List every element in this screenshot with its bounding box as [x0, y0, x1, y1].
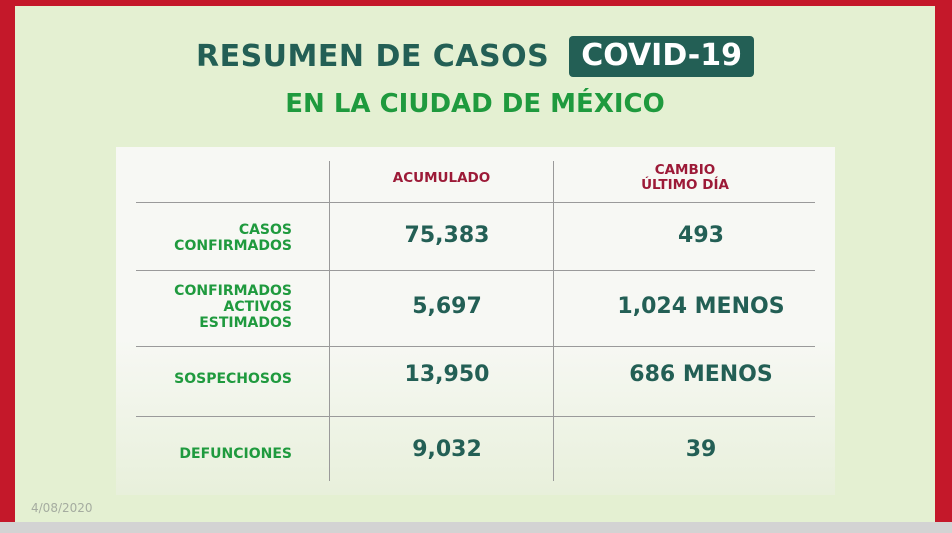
cell-cambio: 39	[685, 437, 717, 462]
column-header-line: ACUMULADO	[392, 170, 491, 186]
row-divider	[136, 270, 815, 271]
row-label-line: DEFUNCIONES	[179, 446, 292, 462]
covid-badge: COVID-19	[569, 36, 754, 77]
row-label-sospechosos: SOSPECHOSOS	[174, 371, 292, 387]
column-divider	[329, 161, 330, 481]
cell-acumulado: 13,950	[404, 362, 490, 387]
title-row: RESUMEN DE CASOS COVID-19	[15, 36, 935, 77]
row-label-line: ESTIMADOS	[199, 315, 292, 331]
row-divider	[136, 416, 815, 417]
cell-cambio: 686 MENOS	[629, 362, 773, 387]
cell-cambio: 493	[678, 223, 724, 248]
cell-acumulado: 5,697	[412, 294, 482, 319]
cell-acumulado: 9,032	[412, 437, 482, 462]
slide-panel: RESUMEN DE CASOS COVID-19 EN LA CIUDAD D…	[15, 6, 935, 522]
row-label-line: CONFIRMADOS	[174, 238, 292, 254]
row-divider	[136, 202, 815, 203]
page-title: RESUMEN DE CASOS	[195, 39, 550, 74]
row-divider	[136, 346, 815, 347]
cell-acumulado: 75,383	[404, 223, 490, 248]
row-label-casos-confirmados: CASOS CONFIRMADOS	[174, 222, 292, 254]
page-subtitle: EN LA CIUDAD DE MÉXICO	[285, 89, 665, 119]
column-divider	[553, 161, 554, 481]
column-header-line: ÚLTIMO DÍA	[641, 177, 729, 193]
date-stamp: 4/08/2020	[31, 501, 93, 515]
cell-cambio: 1,024 MENOS	[617, 294, 785, 319]
cases-table: ACUMULADO CAMBIO ÚLTIMO DÍA CASOS CONFIR…	[116, 147, 835, 495]
row-label-confirmados-activos: CONFIRMADOS ACTIVOS ESTIMADOS	[174, 283, 292, 331]
row-label-defunciones: DEFUNCIONES	[179, 446, 292, 462]
row-label-line: CONFIRMADOS	[174, 283, 292, 299]
column-header-acumulado: ACUMULADO	[330, 171, 553, 186]
bottom-strip	[0, 522, 952, 533]
row-label-line: ACTIVOS	[223, 299, 292, 315]
row-label-line: CASOS	[238, 222, 292, 238]
column-header-cambio: CAMBIO ÚLTIMO DÍA	[554, 163, 816, 193]
column-header-line: CAMBIO	[654, 162, 716, 178]
row-label-line: SOSPECHOSOS	[174, 371, 292, 387]
